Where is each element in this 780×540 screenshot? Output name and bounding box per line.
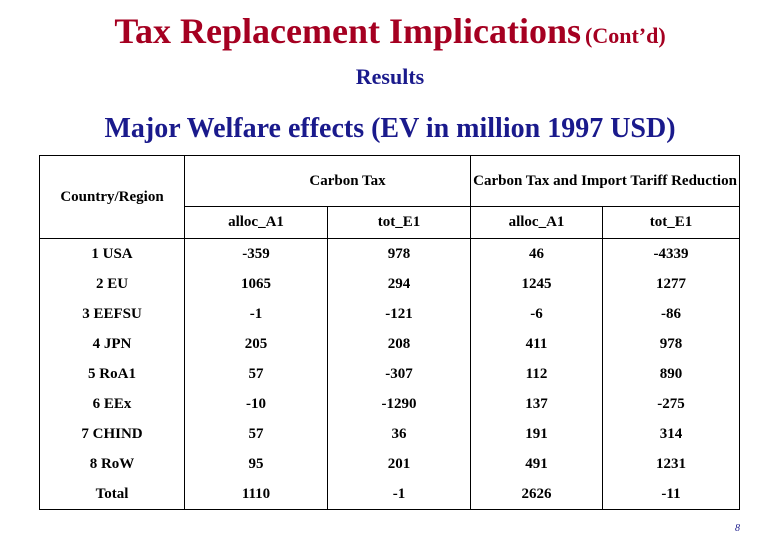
slide-title-main: Tax Replacement Implications: [114, 11, 581, 51]
sub-header-alloc-a1-ct: alloc_A1: [184, 206, 328, 239]
welfare-effects-table: Country/Region Carbon Tax Carbon Tax and…: [39, 155, 741, 510]
sub-header-tot-e1-ct: tot_E1: [326, 206, 471, 239]
region-cell: Total: [95, 485, 129, 502]
group-header-carbon-tax: Carbon Tax: [183, 155, 471, 207]
table-row: Total 1110 -1 2626 -11: [40, 479, 740, 510]
region-cell: 2 EU: [95, 275, 129, 292]
value-cell: -11: [602, 479, 740, 510]
value-cell: 46: [470, 238, 603, 269]
value-cell: 1231: [602, 449, 740, 479]
value-cell: 2626: [470, 479, 603, 510]
value-cell: -307: [326, 359, 471, 389]
value-cell: 36: [326, 419, 471, 449]
value-cell: 112: [470, 359, 603, 389]
value-cell: 57: [184, 359, 328, 389]
value-cell: -10: [184, 389, 328, 419]
table-row: 8 RoW 95 201 491 1231: [40, 449, 740, 479]
value-cell: 978: [602, 329, 740, 359]
table-group-header-row: Country/Region Carbon Tax Carbon Tax and…: [39, 155, 740, 239]
slide-subtitle: Results: [355, 64, 425, 89]
value-cell: 208: [326, 329, 471, 359]
value-cell: 191: [470, 419, 603, 449]
table-row: 1 USA -359 978 46 -4339: [40, 238, 740, 269]
value-cell: 890: [602, 359, 740, 389]
region-cell: 6 EEx: [92, 395, 132, 412]
value-cell: -1: [326, 479, 471, 510]
value-cell: -275: [602, 389, 740, 419]
table-row: 5 RoA1 57 -307 112 890: [40, 359, 740, 389]
slide-title: Tax Replacement Implications (Cont’d): [0, 10, 780, 52]
table-row: 6 EEx -10 -1290 137 -275: [40, 389, 740, 419]
region-cell: 1 USA: [91, 245, 133, 262]
value-cell: -1290: [326, 389, 471, 419]
section-heading: Major Welfare effects (EV in million 199…: [104, 113, 676, 144]
value-cell: 1277: [602, 269, 740, 299]
value-cell: 411: [470, 329, 603, 359]
table-sub-header-row: alloc_A1 tot_E1 alloc_A1 tot_E1: [40, 206, 740, 239]
region-column-header: Country/Region: [39, 155, 185, 239]
region-cell: 7 CHIND: [81, 425, 143, 442]
value-cell: 1065: [184, 269, 328, 299]
page-number: 8: [735, 523, 740, 534]
region-cell: 4 JPN: [92, 335, 132, 352]
value-cell: 1245: [470, 269, 603, 299]
value-cell: -6: [470, 299, 603, 329]
sub-header-alloc-a1-ctitr: alloc_A1: [470, 206, 603, 239]
value-cell: 294: [326, 269, 471, 299]
region-cell: 8 RoW: [89, 455, 135, 472]
value-cell: -359: [184, 238, 328, 269]
value-cell: 314: [602, 419, 740, 449]
value-cell: 201: [326, 449, 471, 479]
table-row: 3 EEFSU -1 -121 -6 -86: [40, 299, 740, 329]
value-cell: -4339: [602, 238, 740, 269]
table-row: 2 EU 1065 294 1245 1277: [40, 269, 740, 299]
sub-header-tot-e1-ctitr: tot_E1: [602, 206, 740, 239]
group-header-carbon-tax-import-tariff: Carbon Tax and Import Tariff Reduction: [470, 155, 740, 207]
value-cell: -121: [326, 299, 471, 329]
slide-title-suffix: (Cont’d): [585, 23, 666, 48]
table-row: 7 CHIND 57 36 191 314: [40, 419, 740, 449]
value-cell: 95: [184, 449, 328, 479]
value-cell: 57: [184, 419, 328, 449]
value-cell: -1: [184, 299, 328, 329]
value-cell: 1110: [184, 479, 328, 510]
table-row: 4 JPN 205 208 411 978: [40, 329, 740, 359]
value-cell: 491: [470, 449, 603, 479]
region-cell: 3 EEFSU: [82, 305, 142, 322]
value-cell: 978: [326, 238, 471, 269]
value-cell: 137: [470, 389, 603, 419]
value-cell: 205: [184, 329, 328, 359]
region-cell: 5 RoA1: [88, 365, 136, 382]
value-cell: -86: [602, 299, 740, 329]
